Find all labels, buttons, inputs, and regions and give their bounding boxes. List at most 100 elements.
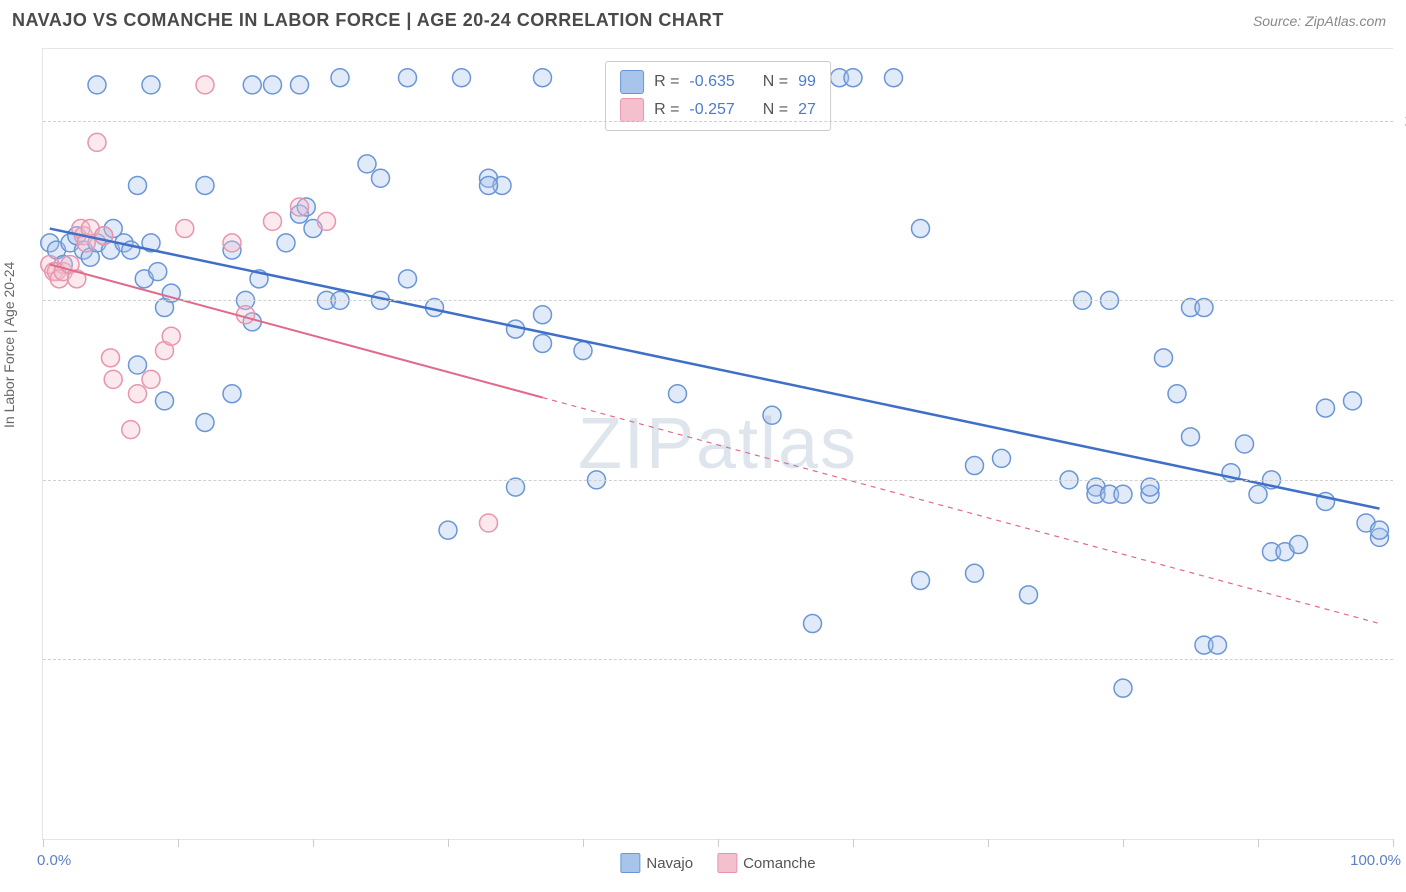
data-point — [1317, 399, 1335, 417]
x-axis-min-label: 0.0% — [37, 852, 71, 869]
x-tick — [1393, 839, 1394, 847]
legend-label: Navajo — [646, 855, 693, 872]
data-point — [372, 169, 390, 187]
data-point — [331, 69, 349, 87]
data-point — [993, 449, 1011, 467]
data-point — [88, 76, 106, 94]
data-point — [264, 76, 282, 94]
n-value: 99 — [798, 73, 816, 91]
data-point — [156, 392, 174, 410]
data-point — [534, 334, 552, 352]
x-tick — [583, 839, 584, 847]
legend-swatch — [717, 853, 737, 873]
x-tick — [1258, 839, 1259, 847]
x-tick — [853, 839, 854, 847]
data-point — [223, 234, 241, 252]
data-point — [763, 406, 781, 424]
data-point — [480, 176, 498, 194]
data-point — [129, 356, 147, 374]
r-label: R = — [654, 101, 679, 119]
n-value: 27 — [798, 101, 816, 119]
data-point — [149, 263, 167, 281]
r-value: -0.635 — [689, 73, 734, 91]
n-label: N = — [763, 73, 788, 91]
x-tick — [313, 839, 314, 847]
data-point — [129, 385, 147, 403]
data-point — [318, 212, 336, 230]
gridline — [43, 480, 1393, 481]
data-point — [88, 133, 106, 151]
legend-swatch — [620, 853, 640, 873]
data-point — [176, 220, 194, 238]
data-point — [574, 342, 592, 360]
data-point — [1114, 679, 1132, 697]
data-point — [912, 220, 930, 238]
r-label: R = — [654, 73, 679, 91]
chart-title: NAVAJO VS COMANCHE IN LABOR FORCE | AGE … — [12, 10, 724, 31]
data-point — [1290, 536, 1308, 554]
trend-line-extrapolated — [543, 398, 1380, 624]
gridline — [43, 121, 1393, 122]
data-point — [102, 349, 120, 367]
n-label: N = — [763, 101, 788, 119]
data-point — [1182, 428, 1200, 446]
data-point — [358, 155, 376, 173]
stats-swatch — [620, 98, 644, 122]
data-point — [196, 413, 214, 431]
data-point — [534, 306, 552, 324]
data-point — [162, 327, 180, 345]
data-point — [277, 234, 295, 252]
data-point — [1371, 521, 1389, 539]
data-point — [885, 69, 903, 87]
data-point — [104, 370, 122, 388]
bottom-legend: Navajo Comanche — [620, 853, 815, 873]
data-point — [243, 76, 261, 94]
stats-swatch — [620, 70, 644, 94]
data-point — [1236, 435, 1254, 453]
data-point — [291, 198, 309, 216]
trend-line — [50, 264, 543, 397]
x-tick — [43, 839, 44, 847]
data-point — [966, 457, 984, 475]
data-point — [196, 176, 214, 194]
data-point — [142, 370, 160, 388]
data-point — [1249, 485, 1267, 503]
data-point — [142, 76, 160, 94]
data-point — [1168, 385, 1186, 403]
data-point — [122, 421, 140, 439]
legend-label: Comanche — [743, 855, 816, 872]
stats-row: R = -0.635 N = 99 — [620, 68, 816, 96]
x-tick — [718, 839, 719, 847]
legend-item: Navajo — [620, 853, 693, 873]
legend-item: Comanche — [717, 853, 816, 873]
data-point — [1209, 636, 1227, 654]
data-point — [264, 212, 282, 230]
gridline — [43, 659, 1393, 660]
stats-row: R =-0.257N =27 — [620, 96, 816, 124]
data-point — [1020, 586, 1038, 604]
y-axis-label: In Labor Force | Age 20-24 — [1, 262, 17, 428]
x-tick — [178, 839, 179, 847]
data-point — [439, 521, 457, 539]
data-point — [912, 571, 930, 589]
x-tick — [988, 839, 989, 847]
data-point — [453, 69, 471, 87]
data-point — [480, 514, 498, 532]
gridline — [43, 300, 1393, 301]
data-point — [534, 69, 552, 87]
chart-source: Source: ZipAtlas.com — [1253, 13, 1386, 29]
data-point — [196, 76, 214, 94]
data-point — [1155, 349, 1173, 367]
data-point — [1344, 392, 1362, 410]
data-point — [804, 615, 822, 633]
x-tick — [1123, 839, 1124, 847]
data-point — [223, 385, 241, 403]
data-point — [399, 270, 417, 288]
x-axis-max-label: 100.0% — [1350, 852, 1401, 869]
data-point — [844, 69, 862, 87]
data-point — [291, 76, 309, 94]
chart-header: NAVAJO VS COMANCHE IN LABOR FORCE | AGE … — [0, 0, 1406, 37]
scatter-plot-svg — [43, 49, 1393, 839]
x-tick — [448, 839, 449, 847]
data-point — [399, 69, 417, 87]
